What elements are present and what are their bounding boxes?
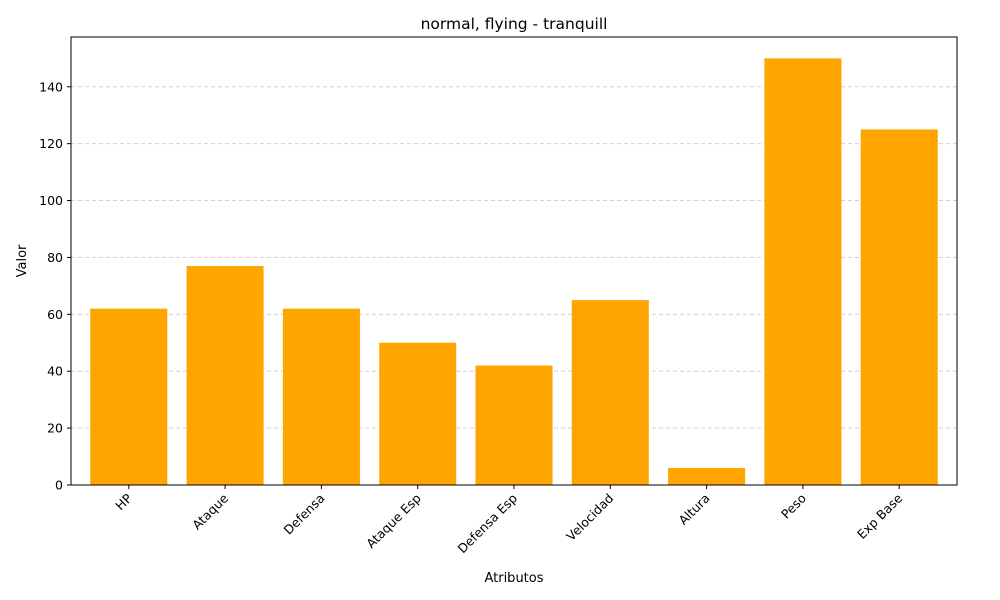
bar-velocidad <box>571 300 649 485</box>
x-tick-label-defensa: Defensa <box>280 491 327 538</box>
y-tick-label-0: 0 <box>55 478 63 493</box>
y-tick-label-80: 80 <box>47 250 63 265</box>
y-axis-title: Valor <box>15 244 30 277</box>
y-tick-label-140: 140 <box>39 79 63 94</box>
bar-ataque-esp <box>379 342 457 485</box>
y-axis-ticks: 0 20 40 60 80 100 120 140 <box>39 79 71 493</box>
bar-altura <box>668 467 746 485</box>
x-tick-label-defensa-esp: Defensa Esp <box>454 490 520 556</box>
y-tick-label-60: 60 <box>47 307 63 322</box>
y-tick-label-20: 20 <box>47 421 63 436</box>
y-tick-label-40: 40 <box>47 364 63 379</box>
x-tick-label-hp: HP <box>112 490 135 513</box>
bars <box>90 58 938 485</box>
bar-exp-base <box>860 129 938 485</box>
bar-hp <box>90 308 168 485</box>
x-axis-title: Atributos <box>484 571 543 586</box>
bar-ataque <box>186 265 264 485</box>
x-tick-label-exp-base: Exp Base <box>854 490 906 542</box>
x-axis-ticks: HP Ataque Defensa Ataque Esp Defensa Esp Velo… <box>112 485 906 556</box>
bar-defensa-esp <box>475 365 553 485</box>
bar-defensa <box>282 308 360 485</box>
y-tick-label-100: 100 <box>39 193 63 208</box>
bar-peso <box>764 58 842 485</box>
x-tick-label-altura: Altura <box>675 491 712 528</box>
x-tick-label-velocidad: Velocidad <box>563 491 616 544</box>
x-tick-label-ataque-esp: Ataque Esp <box>363 490 424 551</box>
y-tick-label-120: 120 <box>39 136 63 151</box>
x-tick-label-ataque: Ataque <box>189 490 231 532</box>
x-tick-label-peso: Peso <box>778 491 809 522</box>
chart-title: normal, flying - tranquill <box>421 15 608 33</box>
